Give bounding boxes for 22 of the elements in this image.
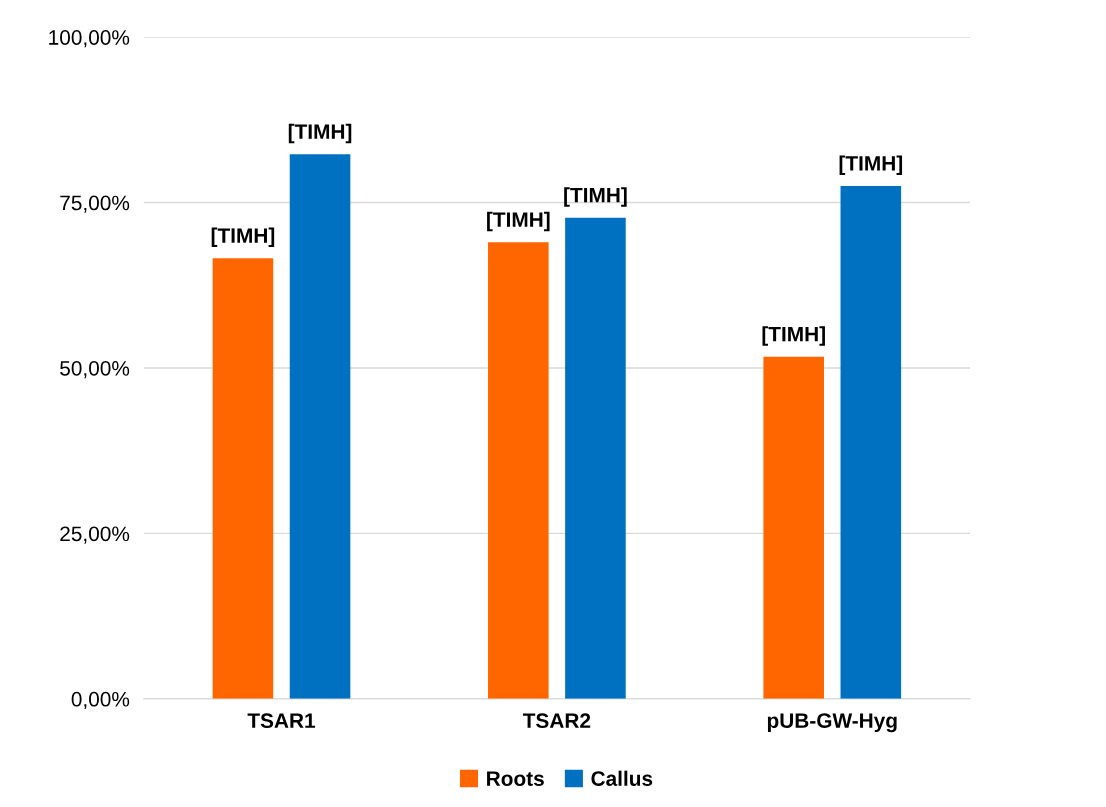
bar bbox=[565, 217, 626, 699]
y-tick-label: 75,00% bbox=[60, 195, 130, 213]
data-label: [TIMH] bbox=[487, 211, 550, 232]
x-tick-label: pUB-GW-Hyg bbox=[767, 713, 897, 733]
x-tick-label: TSAR2 bbox=[522, 713, 591, 729]
x-tick-label: TSAR1 bbox=[247, 713, 316, 729]
bar bbox=[212, 258, 274, 699]
data-label: [TIMH] bbox=[288, 123, 352, 144]
legend-label: Roots bbox=[487, 771, 544, 786]
bar bbox=[289, 154, 351, 699]
data-label: [TIMH] bbox=[564, 187, 627, 207]
bar bbox=[488, 242, 549, 699]
data-label: [TIMH] bbox=[762, 326, 825, 346]
y-tick-label: 0,00% bbox=[71, 691, 130, 710]
y-tick-label: 50,00% bbox=[60, 360, 130, 379]
y-tick-label: 25,00% bbox=[60, 526, 130, 544]
bar bbox=[840, 186, 902, 699]
bar bbox=[763, 356, 824, 699]
data-label: [TIMH] bbox=[839, 155, 903, 175]
data-label: [TIMH] bbox=[211, 227, 275, 248]
legend-label: Callus bbox=[591, 770, 653, 786]
y-tick-label: 100,00% bbox=[49, 30, 130, 48]
